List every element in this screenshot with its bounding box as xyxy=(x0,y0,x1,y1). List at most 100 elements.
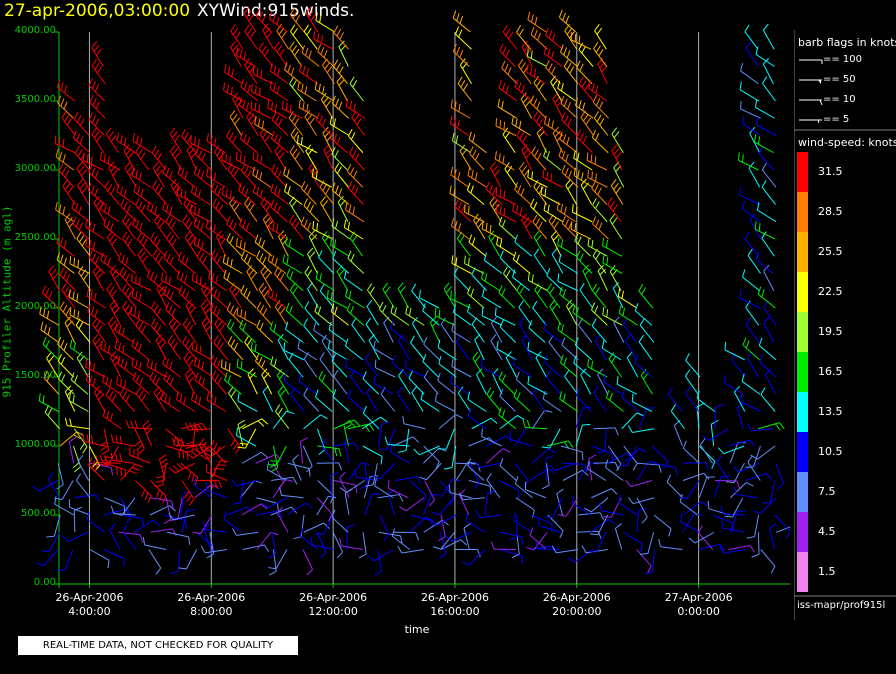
speed-label: 13.5 xyxy=(818,405,843,418)
wind-barb xyxy=(480,357,501,378)
wind-barb xyxy=(452,304,472,326)
wind-barb xyxy=(366,299,379,326)
wind-barb xyxy=(530,26,548,50)
chart-title-date: 27-apr-2006,03:00:00 xyxy=(4,1,191,21)
wind-barb xyxy=(516,283,531,309)
wind-barb xyxy=(586,460,607,481)
wind-barb xyxy=(287,462,311,477)
wind-barb xyxy=(269,321,289,343)
wind-barb xyxy=(498,371,516,395)
wind-barb xyxy=(476,368,487,395)
wind-barbs xyxy=(32,6,790,576)
wind-barb xyxy=(137,232,152,257)
wind-barb xyxy=(514,462,529,488)
flag-symbol xyxy=(799,119,822,124)
wind-barb xyxy=(59,301,76,326)
wind-barb xyxy=(114,322,135,343)
wind-barb xyxy=(549,299,562,326)
wind-barb xyxy=(184,368,196,395)
wind-barb xyxy=(168,317,182,343)
speed-label: 4.5 xyxy=(818,525,836,538)
wind-barb xyxy=(455,548,481,558)
wind-barb xyxy=(397,386,411,412)
wind-barb xyxy=(423,519,450,533)
wind-barb xyxy=(366,385,379,412)
wind-barb xyxy=(627,425,655,433)
wind-barb xyxy=(351,110,366,136)
wind-barb xyxy=(192,514,213,535)
wind-barb xyxy=(202,521,227,533)
wind-barb xyxy=(564,369,579,395)
wind-barb xyxy=(92,334,105,360)
wind-barb xyxy=(702,428,729,441)
wind-barb xyxy=(317,480,335,504)
speed-legend-title: wind-speed: knots xyxy=(798,136,896,149)
wind-barb xyxy=(557,273,579,292)
wind-barb xyxy=(110,452,135,464)
speed-color-swatch xyxy=(797,152,808,192)
wind-barb xyxy=(452,43,470,67)
wind-barb xyxy=(283,342,305,361)
wind-barb xyxy=(125,420,151,430)
wind-barb xyxy=(165,214,180,240)
wind-barb xyxy=(761,231,775,257)
wind-barb xyxy=(328,321,348,343)
wind-barb xyxy=(392,355,410,378)
wind-barb xyxy=(576,129,593,154)
wind-barb xyxy=(196,479,223,489)
wind-barb xyxy=(344,488,353,516)
wind-barb xyxy=(653,462,678,476)
wind-barb xyxy=(57,95,74,119)
wind-barb xyxy=(601,340,622,361)
wind-barb xyxy=(132,133,152,154)
wind-barb xyxy=(307,247,318,274)
wind-barb xyxy=(556,201,576,223)
wind-barb xyxy=(315,514,335,535)
wind-barb xyxy=(440,317,454,343)
wind-barb xyxy=(344,201,365,223)
wind-barb xyxy=(210,249,226,274)
wind-barb xyxy=(232,92,244,119)
wind-barb xyxy=(558,148,577,171)
wind-barb xyxy=(214,145,228,171)
wind-barb xyxy=(449,115,470,136)
wind-barb xyxy=(134,428,145,455)
wind-barb xyxy=(593,427,619,436)
wind-barb xyxy=(698,476,715,498)
wind-barb xyxy=(638,334,653,361)
wind-barb xyxy=(87,182,106,205)
wind-barb xyxy=(517,58,532,85)
wind-barb xyxy=(314,81,335,102)
wind-barb xyxy=(206,532,215,559)
wind-barb xyxy=(374,359,396,378)
wind-barb xyxy=(626,351,639,378)
wind-barb xyxy=(593,111,609,136)
flag-symbol xyxy=(799,99,823,106)
wind-barb xyxy=(398,428,410,453)
wind-barb xyxy=(399,497,425,512)
wind-barb xyxy=(190,204,211,223)
x-tick-label: 27-Apr-2006 0:00:00 xyxy=(654,591,744,619)
wind-barb xyxy=(565,178,578,205)
wind-barb xyxy=(591,445,613,462)
wind-barb xyxy=(182,317,197,343)
wind-barb xyxy=(193,217,212,240)
wind-barb xyxy=(205,219,226,240)
wind-barb xyxy=(562,469,589,481)
wind-barb xyxy=(135,318,151,343)
wind-barb xyxy=(498,80,518,102)
wind-barb xyxy=(297,81,317,102)
wind-barb xyxy=(379,301,395,326)
wind-barb xyxy=(106,230,119,257)
wind-barb xyxy=(239,319,256,343)
wind-barb xyxy=(56,252,75,274)
wind-barb xyxy=(303,522,330,533)
wind-barb xyxy=(93,196,106,222)
wind-barb xyxy=(181,508,195,533)
wind-barb xyxy=(242,451,268,464)
wind-barb xyxy=(760,387,776,412)
wind-barb xyxy=(374,477,394,499)
wind-barb xyxy=(726,463,745,484)
wind-barb xyxy=(573,355,591,378)
wind-barb xyxy=(533,248,548,274)
